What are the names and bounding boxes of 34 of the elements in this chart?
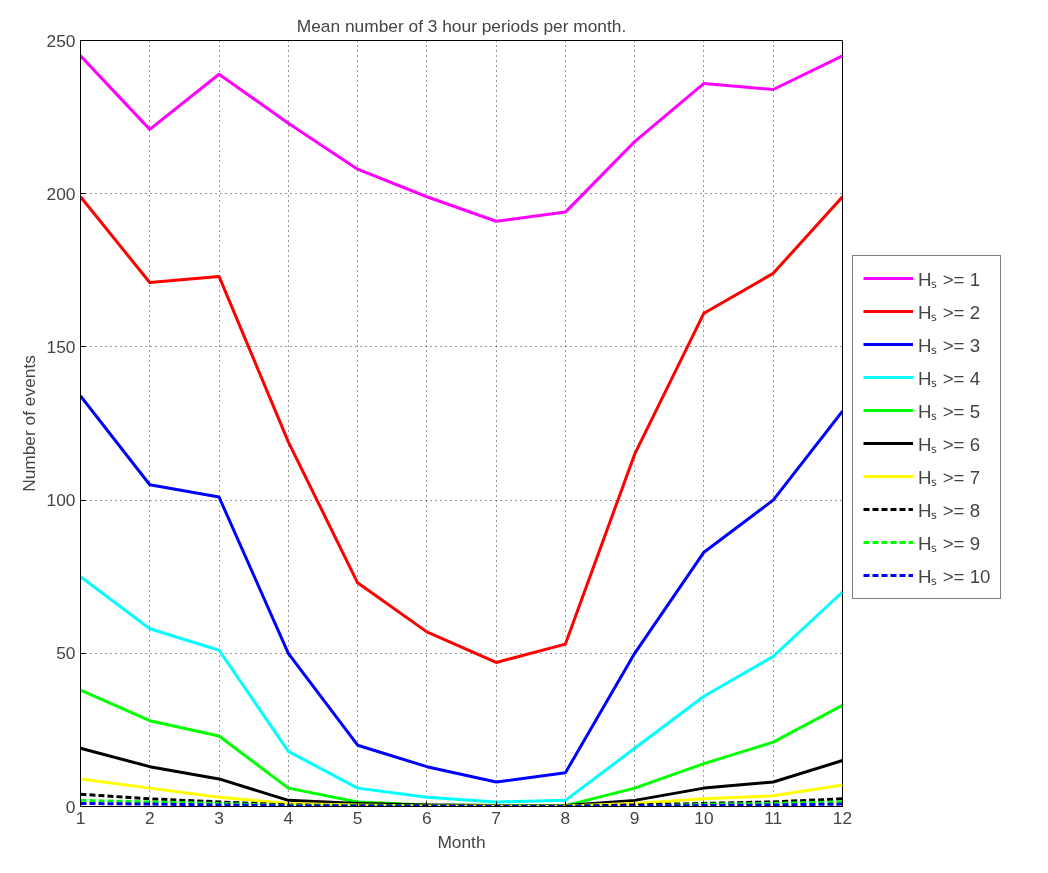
x-tick-label: 2 — [144, 807, 155, 828]
line-series — [80, 195, 843, 664]
legend-label: Hₛ >= 5 — [918, 399, 981, 423]
y-tick-label: 200 — [46, 183, 76, 204]
x-tick-label: 10 — [694, 807, 714, 828]
legend-label: Hₛ >= 8 — [918, 498, 981, 522]
legend-label: Hₛ >= 10 — [918, 564, 991, 588]
y-axis-title: Number of events — [18, 354, 39, 492]
legend-label: Hₛ >= 6 — [918, 432, 981, 456]
x-axis-title: Month — [437, 831, 486, 852]
x-tick-label: 6 — [422, 807, 432, 828]
x-tick-label: 8 — [560, 807, 571, 828]
y-tick-label: 0 — [65, 796, 76, 817]
x-tick-label: 12 — [832, 807, 853, 828]
x-tick-label: 1 — [75, 807, 86, 828]
x-tick-label: 7 — [491, 807, 501, 828]
x-tick-label: 9 — [629, 807, 640, 828]
legend-label: Hₛ >= 4 — [918, 366, 981, 390]
line-series — [80, 54, 843, 223]
legend-label: Hₛ >= 1 — [918, 267, 981, 291]
chart-title: Mean number of 3 hour periods per month. — [296, 15, 627, 36]
x-tick-label: 11 — [764, 807, 783, 828]
legend-label: Hₛ >= 2 — [918, 300, 981, 324]
y-tick-label: 100 — [46, 490, 76, 511]
line-series — [80, 394, 843, 784]
y-tick-label: 50 — [56, 643, 76, 664]
legend-label: Hₛ >= 7 — [918, 465, 981, 489]
x-tick-label: 3 — [214, 807, 224, 828]
legend-label: Hₛ >= 9 — [918, 531, 981, 555]
x-tick-label: 5 — [352, 807, 363, 828]
y-tick-label: 250 — [46, 30, 76, 51]
y-tick-label: 150 — [46, 336, 76, 357]
x-tick-label: 4 — [283, 807, 294, 828]
legend-label: Hₛ >= 3 — [918, 333, 981, 357]
